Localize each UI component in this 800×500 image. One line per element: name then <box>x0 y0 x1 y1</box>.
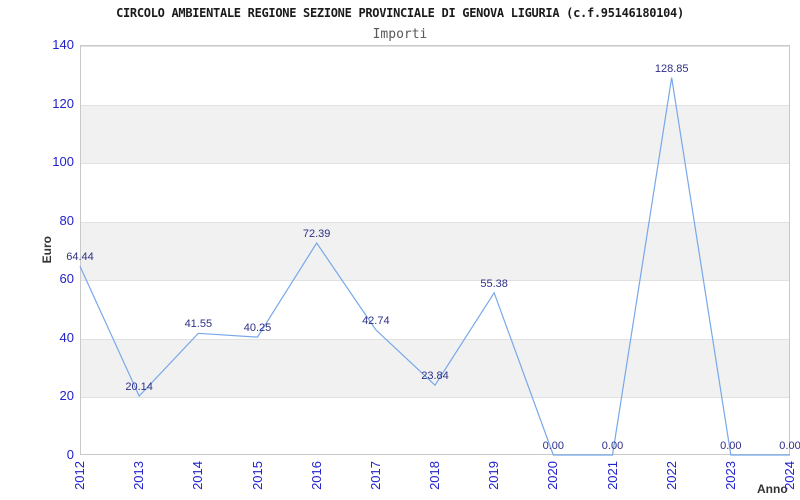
x-tick-label: 2023 <box>722 461 738 490</box>
grid-band <box>81 104 789 164</box>
x-tick-label: 2016 <box>308 461 324 490</box>
grid-line <box>81 397 789 399</box>
grid-band <box>81 338 789 398</box>
grid-line <box>81 221 789 223</box>
data-point-label: 72.39 <box>302 228 331 240</box>
grid-line <box>81 338 789 340</box>
grid-band <box>81 221 789 281</box>
data-point-label: 42.74 <box>362 314 390 327</box>
y-axis-label: Euro <box>40 236 54 264</box>
data-point-label: 0.00 <box>601 440 624 452</box>
data-point-label: 0.00 <box>720 440 742 452</box>
data-point-label: 64.44 <box>66 251 94 264</box>
x-tick-label: 2017 <box>367 461 383 490</box>
y-tick-label: 140 <box>52 37 74 52</box>
grid-line <box>81 163 789 165</box>
x-tick-label: 2022 <box>663 461 679 490</box>
y-tick-label: 20 <box>59 388 74 404</box>
x-tick-label: 2021 <box>604 461 620 490</box>
y-tick-label: 40 <box>59 329 74 345</box>
x-tick-label: 2024 <box>782 461 797 490</box>
data-point-label: 0.00 <box>779 440 800 452</box>
y-tick-label: 120 <box>52 95 74 111</box>
y-tick-label: 0 <box>66 447 74 462</box>
x-tick-label: 2018 <box>427 461 442 490</box>
data-point-label: 20.14 <box>125 381 153 394</box>
x-tick-label: 2014 <box>190 461 206 490</box>
data-point-label: 55.38 <box>480 277 508 290</box>
x-tick-label: 2012 <box>72 461 87 490</box>
y-tick-label: 60 <box>59 271 74 287</box>
data-point-label: 23.84 <box>421 370 449 383</box>
line-series <box>79 77 790 456</box>
chart-subtitle: Importi <box>372 27 428 42</box>
data-point-label: 40.25 <box>243 322 272 335</box>
x-tick-label: 2015 <box>249 461 265 490</box>
chart-title: CIRCOLO AMBIENTALE REGIONE SEZIONE PROVI… <box>116 6 684 20</box>
series-line <box>79 77 790 456</box>
grid-line <box>81 46 789 47</box>
grid-line <box>81 104 789 106</box>
x-tick-label: 2013 <box>131 461 147 490</box>
data-point-label: 41.55 <box>184 318 213 331</box>
y-tick-label: 80 <box>59 212 74 228</box>
x-axis-label: Anno <box>757 482 788 496</box>
data-point-label: 0.00 <box>542 440 565 452</box>
grid-line <box>81 280 789 282</box>
y-tick-label: 100 <box>52 154 74 170</box>
data-point-label: 128.85 <box>654 62 689 75</box>
plot-area <box>80 45 790 455</box>
x-tick-label: 2020 <box>545 461 561 490</box>
x-tick-label: 2019 <box>486 461 502 490</box>
